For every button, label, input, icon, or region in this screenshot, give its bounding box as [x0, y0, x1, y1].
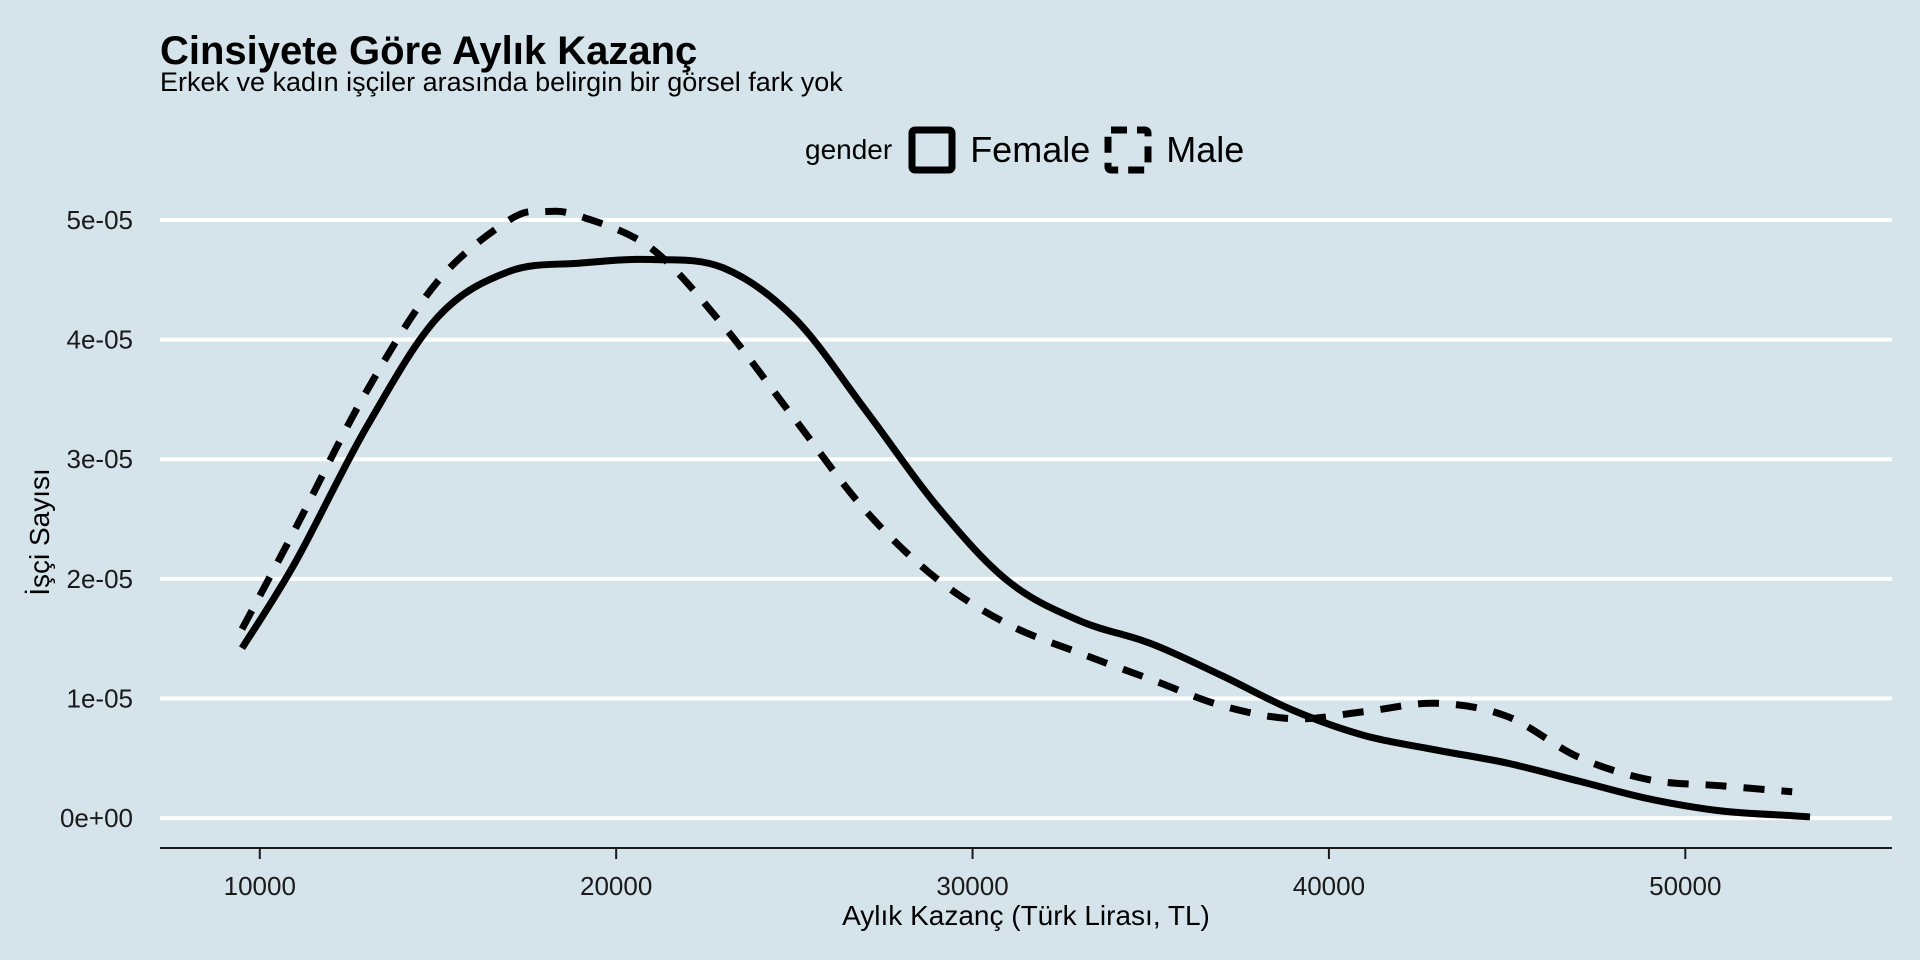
legend-label-female: Female	[970, 129, 1091, 170]
legend-label-male: Male	[1166, 129, 1245, 170]
series-lines	[238, 207, 1811, 821]
y-tick-label: 2e-05	[67, 564, 134, 594]
y-axis-title: İşçi Sayısı	[24, 468, 55, 596]
legend-item-female: Female	[908, 126, 1090, 174]
series-line-male	[238, 207, 1793, 796]
legend-title: gender	[805, 134, 893, 165]
legend-item-male: Male	[1104, 126, 1244, 174]
y-tick-label: 1e-05	[67, 683, 134, 713]
x-tick-label: 30000	[936, 871, 1008, 901]
x-tick-label: 10000	[224, 871, 296, 901]
y-tick-label: 0e+00	[60, 803, 133, 833]
chart-title: Cinsiyete Göre Aylık Kazanç	[160, 29, 698, 73]
chart-subtitle: Erkek ve kadın işçiler arasında belirgin…	[160, 67, 843, 97]
legend: gender Female Male	[805, 126, 1258, 174]
y-tick-label: 4e-05	[67, 325, 134, 355]
y-tick-label: 5e-05	[67, 205, 134, 235]
x-tick-label: 50000	[1649, 871, 1721, 901]
x-tick-label: 40000	[1293, 871, 1365, 901]
legend-key-solid	[908, 126, 956, 174]
axes: 0e+00 1e-05 2e-05 3e-05 4e-05 5e-05 10000 20000…	[60, 205, 1892, 901]
series-line-female	[239, 255, 1811, 821]
y-tick-label: 3e-05	[67, 444, 134, 474]
grid-lines	[160, 218, 1892, 821]
x-tick-label: 20000	[580, 871, 652, 901]
legend-key-dashed	[1104, 126, 1152, 174]
x-axis-title: Aylık Kazanç (Türk Lirası, TL)	[842, 900, 1210, 931]
